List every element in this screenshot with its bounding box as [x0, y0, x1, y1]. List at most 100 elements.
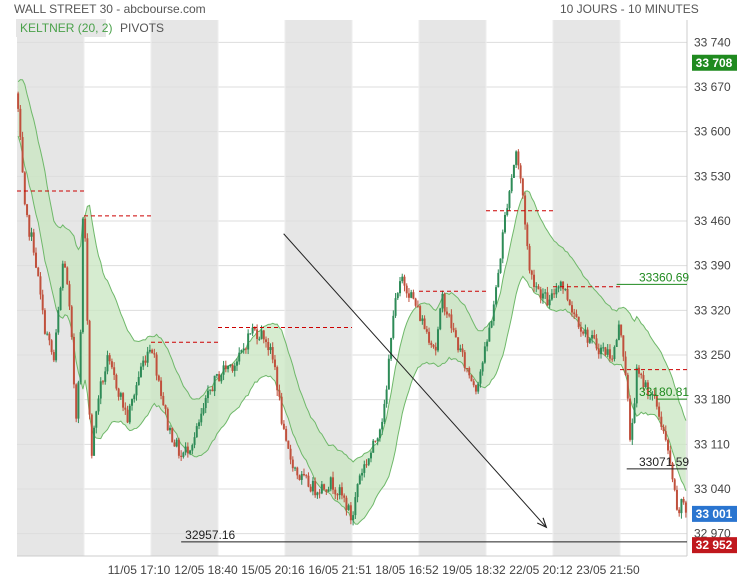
- pivots-legend[interactable]: PIVOTS: [120, 21, 164, 35]
- candle-body: [242, 348, 245, 351]
- candle-body: [419, 306, 422, 321]
- candle-body: [213, 375, 216, 392]
- candle-body: [410, 292, 413, 298]
- candle-body: [244, 348, 247, 350]
- candle-body: [81, 218, 84, 333]
- candle-body: [472, 381, 475, 386]
- candle-body: [631, 422, 634, 440]
- candle-body: [369, 452, 372, 459]
- candle-body: [624, 356, 627, 375]
- candle-body: [52, 352, 55, 361]
- candle-body: [88, 320, 91, 415]
- candle-body: [423, 318, 426, 330]
- y-tick-label: 33 670: [694, 80, 731, 94]
- candle-body: [61, 263, 64, 289]
- candle-body: [526, 224, 529, 247]
- candle-body: [258, 338, 261, 340]
- candle-body: [202, 408, 205, 414]
- candle-body: [517, 151, 520, 166]
- candle-body: [39, 276, 42, 295]
- candle-body: [459, 348, 462, 351]
- candle-body: [349, 505, 352, 521]
- candle-body: [287, 440, 290, 449]
- candle-body: [544, 292, 547, 294]
- candle-body: [367, 458, 370, 465]
- candle-body: [492, 304, 495, 322]
- candle-body: [363, 464, 366, 473]
- candle-body: [155, 354, 158, 376]
- candle-body: [338, 487, 341, 495]
- candle-body: [533, 274, 536, 287]
- candle-body: [64, 263, 67, 268]
- candle-body: [463, 352, 466, 368]
- candle-body: [229, 364, 232, 367]
- candle-body: [490, 321, 493, 328]
- x-tick-label: 16/05 21:51: [308, 563, 372, 577]
- candle-body: [184, 446, 187, 453]
- keltner-legend-bg: [16, 19, 106, 37]
- candle-body: [535, 286, 538, 288]
- keltner-upper: [17, 79, 687, 463]
- candle-body: [468, 368, 471, 376]
- candle-body: [227, 366, 230, 370]
- session-shade: [151, 20, 218, 556]
- trendline-arrowhead: [537, 517, 548, 529]
- candle-body: [595, 338, 598, 349]
- candle-body: [345, 497, 348, 510]
- candle-body: [421, 318, 424, 321]
- candle-body: [160, 380, 163, 396]
- candle-body: [177, 439, 180, 456]
- candle-body: [378, 429, 381, 439]
- candle-body: [182, 452, 185, 457]
- candle-body: [77, 382, 80, 419]
- candle-body: [510, 177, 513, 192]
- candle-body: [238, 352, 241, 362]
- candle-body: [119, 393, 122, 397]
- candle-body: [124, 407, 127, 410]
- candle-body: [251, 327, 254, 334]
- candle-body: [314, 480, 317, 496]
- candle-body: [37, 267, 40, 277]
- candle-body: [566, 288, 569, 300]
- candle-body: [602, 347, 605, 349]
- candle-body: [541, 293, 544, 299]
- candle-body: [168, 427, 171, 431]
- candle-body: [198, 422, 201, 427]
- candle-body: [646, 382, 649, 396]
- candle-body: [588, 338, 591, 343]
- keltner-legend[interactable]: KELTNER (20, 2): [20, 21, 112, 35]
- candle-body: [611, 358, 614, 360]
- candle-body: [30, 232, 33, 237]
- candle-body: [46, 333, 49, 335]
- trendline[interactable]: [283, 233, 547, 528]
- candle-body: [399, 281, 402, 294]
- candle-body: [265, 339, 268, 342]
- candle-body: [356, 484, 359, 498]
- candle-body: [144, 360, 147, 363]
- candle-body: [204, 398, 207, 409]
- candle-body: [327, 489, 330, 492]
- candle-body: [166, 408, 169, 431]
- candle-body: [55, 332, 58, 361]
- y-tick-label: 33 740: [694, 35, 731, 49]
- session-shade: [419, 20, 486, 556]
- candle-body: [376, 438, 379, 442]
- candle-body: [271, 347, 274, 360]
- candle-body: [606, 349, 609, 355]
- candle-body: [84, 218, 87, 239]
- candle-body: [662, 426, 665, 432]
- candle-body: [300, 473, 303, 480]
- candle-body: [66, 267, 69, 285]
- candle-body: [515, 151, 518, 165]
- candle-body: [620, 324, 623, 336]
- candle-body: [352, 515, 355, 521]
- level-label: 33180.81: [639, 385, 689, 399]
- y-tick-label: 33 250: [694, 348, 731, 362]
- candle-body: [675, 489, 678, 510]
- candle-body: [307, 475, 310, 487]
- candle-body: [361, 472, 364, 476]
- candle-body: [280, 396, 283, 424]
- candle-body: [256, 329, 259, 339]
- candle-body: [600, 347, 603, 355]
